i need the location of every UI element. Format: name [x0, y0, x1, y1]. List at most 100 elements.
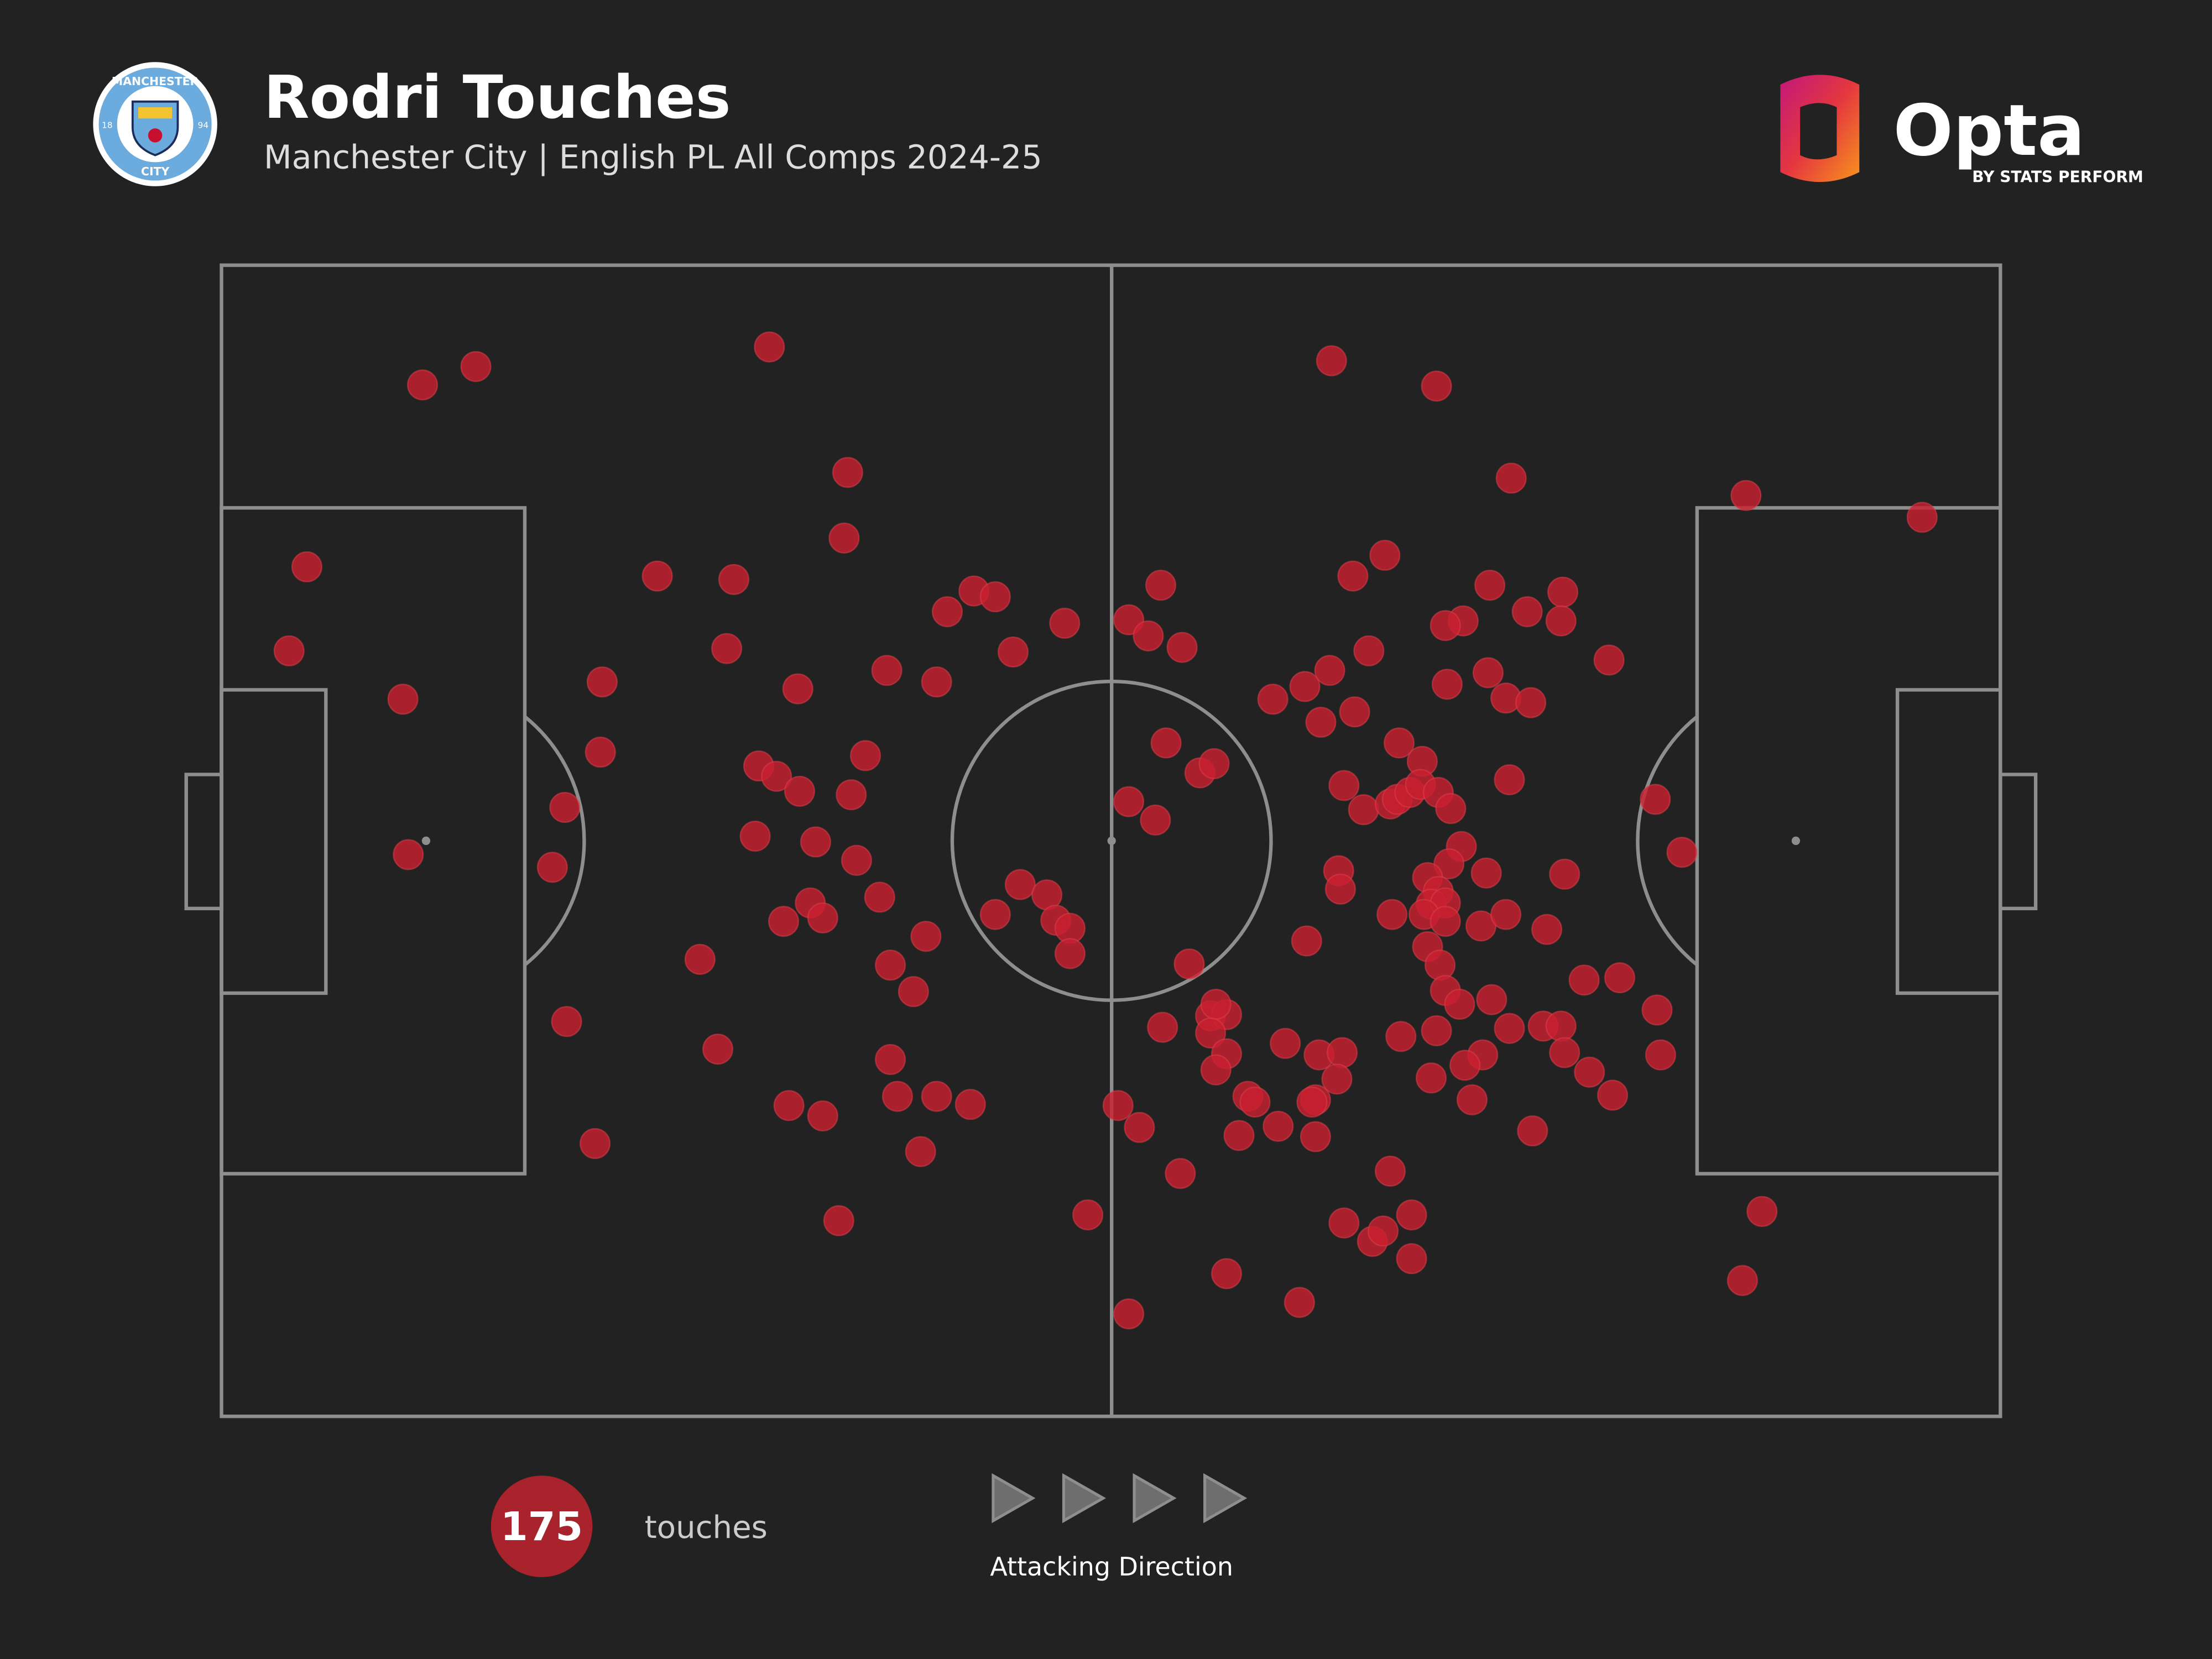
touch: [874, 1044, 906, 1075]
touch: [1640, 784, 1671, 815]
touch: [1300, 1121, 1331, 1152]
opta-mark: [1780, 75, 1860, 182]
touch: [1474, 570, 1506, 601]
touch: [739, 821, 771, 852]
touch: [536, 852, 568, 883]
crest-ship: [138, 107, 173, 119]
touch: [1593, 644, 1625, 676]
touch: [718, 564, 750, 595]
touch: [1746, 1196, 1778, 1227]
touch: [579, 1128, 611, 1159]
touch: [881, 1081, 913, 1112]
touch: [1549, 858, 1580, 890]
touch: [768, 906, 800, 937]
touch: [1641, 994, 1673, 1026]
touch: [921, 666, 952, 698]
touch: [586, 666, 618, 698]
touch: [291, 551, 322, 583]
touch: [641, 560, 673, 592]
logo-name: Opta: [1893, 90, 2085, 172]
touch: [1124, 1112, 1155, 1143]
touch: [921, 1081, 952, 1112]
goal-left: [184, 773, 223, 911]
touch: [836, 779, 867, 811]
touch: [1239, 1086, 1271, 1118]
touch: [905, 1136, 936, 1167]
touch: [1476, 984, 1507, 1015]
touch: [273, 635, 305, 666]
arrow: [992, 1473, 1036, 1524]
touch: [1353, 635, 1385, 666]
touch: [1495, 462, 1527, 494]
touch: [1421, 1015, 1452, 1046]
count-badge: [491, 1475, 593, 1578]
penalty-spot-left: [421, 836, 431, 846]
touch: [1072, 1199, 1104, 1231]
center-circle: [950, 679, 1273, 1002]
touch: [1456, 1084, 1488, 1115]
touch: [1211, 1258, 1243, 1290]
touch: [1049, 607, 1081, 639]
touch: [387, 684, 419, 715]
touch: [871, 655, 902, 686]
touch: [1383, 727, 1415, 759]
crest-top: MANCHESTER: [112, 75, 199, 88]
touch: [1102, 1090, 1134, 1121]
touch: [979, 581, 1011, 613]
touch: [1490, 899, 1522, 930]
touch: [1449, 1050, 1481, 1081]
touch: [1494, 1013, 1525, 1044]
crest-left: 18: [102, 121, 112, 131]
touch: [1140, 804, 1171, 836]
penalty-spot-right: [1791, 836, 1801, 846]
crest-rose: [148, 128, 163, 143]
touch: [1431, 669, 1463, 700]
touch: [807, 1100, 838, 1131]
touch: [1133, 620, 1164, 651]
touch: [684, 943, 716, 975]
arrow: [1133, 1473, 1177, 1524]
touch: [1415, 1062, 1447, 1094]
touch: [1470, 857, 1502, 889]
touch: [1604, 962, 1636, 994]
crest: MANCHESTER CITY 18 94: [93, 62, 217, 186]
touch: [1270, 1027, 1301, 1059]
touch: [1444, 988, 1475, 1020]
touch: [1511, 596, 1543, 628]
touch: [1327, 1037, 1358, 1068]
touch: [910, 921, 942, 952]
chart-title: Rodri Touches: [264, 64, 731, 132]
touch: [1645, 1039, 1676, 1071]
touch: [702, 1034, 734, 1065]
penalty-arc-right: [1636, 715, 1698, 967]
touch: [782, 673, 813, 705]
touch: [773, 1090, 805, 1121]
touch: [800, 826, 831, 858]
touch: [1597, 1079, 1629, 1111]
touch: [849, 740, 881, 771]
opta-logo: Opta BY STATS PERFORM: [1780, 75, 2143, 186]
touch: [1004, 869, 1036, 900]
touch: [1305, 706, 1337, 738]
touch: [1547, 576, 1579, 608]
touch: [1113, 786, 1145, 817]
touch: [1494, 764, 1525, 796]
touch: [1730, 479, 1762, 511]
touch: [1337, 560, 1369, 592]
touch: [1328, 1207, 1360, 1239]
touches: [273, 331, 1938, 1330]
touch: [1906, 502, 1938, 533]
touch: [1150, 727, 1182, 759]
touch: [1369, 540, 1401, 571]
touch: [954, 1089, 986, 1120]
touch: [841, 844, 872, 876]
touch: [823, 1205, 854, 1237]
touch: [549, 791, 581, 823]
center-spot: [1107, 836, 1116, 846]
touch: [1314, 655, 1345, 686]
touch: [832, 457, 863, 488]
touch: [1430, 610, 1461, 641]
goal-right: [1999, 773, 2038, 911]
